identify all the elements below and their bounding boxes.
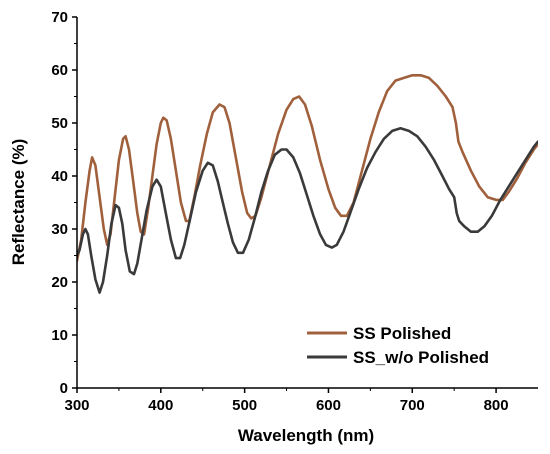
y-tick-label: 50 [51,115,68,132]
x-tick-label: 800 [484,397,509,414]
x-tick-label: 700 [400,397,425,414]
series-line-0 [77,74,538,263]
y-tick-label: 20 [51,274,68,291]
x-tick-label: 300 [64,397,89,414]
legend-label-ss-polished: SS Polished [353,324,451,343]
x-axis-title: Wavelength (nm) [238,426,374,445]
y-axis-title: Reflectance (%) [9,139,28,266]
y-tick-label: 60 [51,62,68,79]
y-tick-label: 30 [51,221,68,238]
legend: SS Polished SS_w/o Polished [307,324,489,367]
y-tick-label: 40 [51,168,68,185]
x-tick-label: 500 [232,397,257,414]
ticks-layer: 0 10 20 30 40 50 60 70 300 400 500 600 700 800 [51,9,508,414]
y-tick-label: 70 [51,9,68,26]
y-tick-label: 10 [51,327,68,344]
y-tick-label: 0 [60,380,68,397]
x-tick-label: 600 [316,397,341,414]
series-line-1 [77,127,538,294]
series-layer [77,74,538,294]
legend-label-ss-wo-polished: SS_w/o Polished [353,348,489,367]
x-tick-label: 400 [148,397,173,414]
